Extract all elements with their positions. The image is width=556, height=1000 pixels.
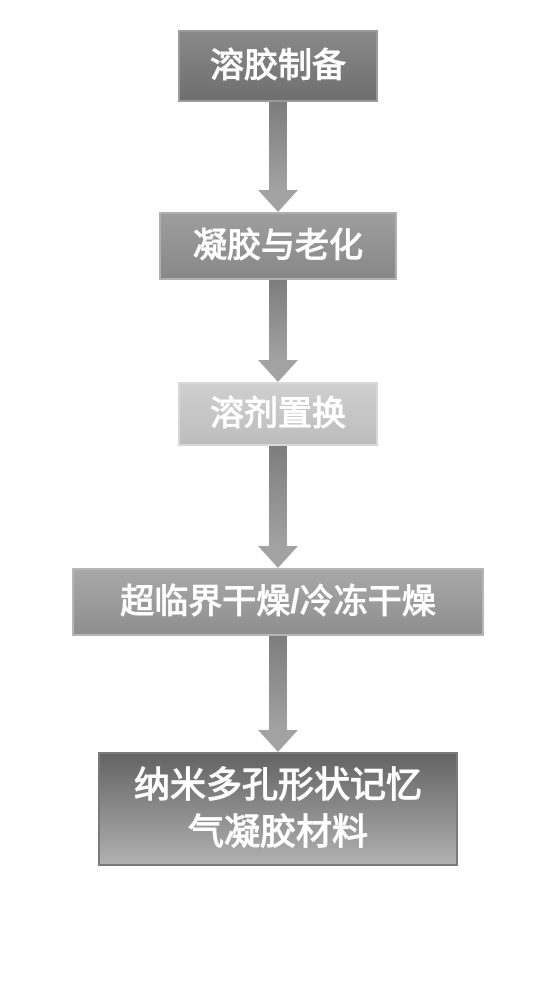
flow-arrow-1 — [258, 102, 298, 212]
flow-node-3-label: 溶剂置换 — [210, 392, 346, 436]
flow-node-1-label: 溶胶制备 — [210, 44, 346, 88]
arrow-shaft — [269, 280, 287, 360]
arrow-shaft — [269, 636, 287, 730]
flow-arrow-2 — [258, 280, 298, 382]
flow-arrow-3 — [258, 446, 298, 568]
flow-node-4-label: 超临界干燥/冷冻干燥 — [120, 580, 435, 624]
arrow-shaft — [269, 102, 287, 190]
flow-node-1: 溶胶制备 — [178, 30, 378, 102]
flow-node-5: 纳米多孔形状记忆气凝胶材料 — [98, 752, 458, 866]
arrow-head-icon — [258, 360, 298, 382]
flow-arrow-4 — [258, 636, 298, 752]
flow-node-2-label: 凝胶与老化 — [193, 224, 363, 268]
flow-node-3: 溶剂置换 — [178, 382, 378, 446]
flow-node-4: 超临界干燥/冷冻干燥 — [72, 568, 484, 636]
arrow-head-icon — [258, 546, 298, 568]
flow-node-5-label: 纳米多孔形状记忆气凝胶材料 — [130, 762, 426, 856]
arrow-head-icon — [258, 730, 298, 752]
arrow-shaft — [269, 446, 287, 546]
arrow-head-icon — [258, 190, 298, 212]
flow-node-2: 凝胶与老化 — [159, 212, 397, 280]
